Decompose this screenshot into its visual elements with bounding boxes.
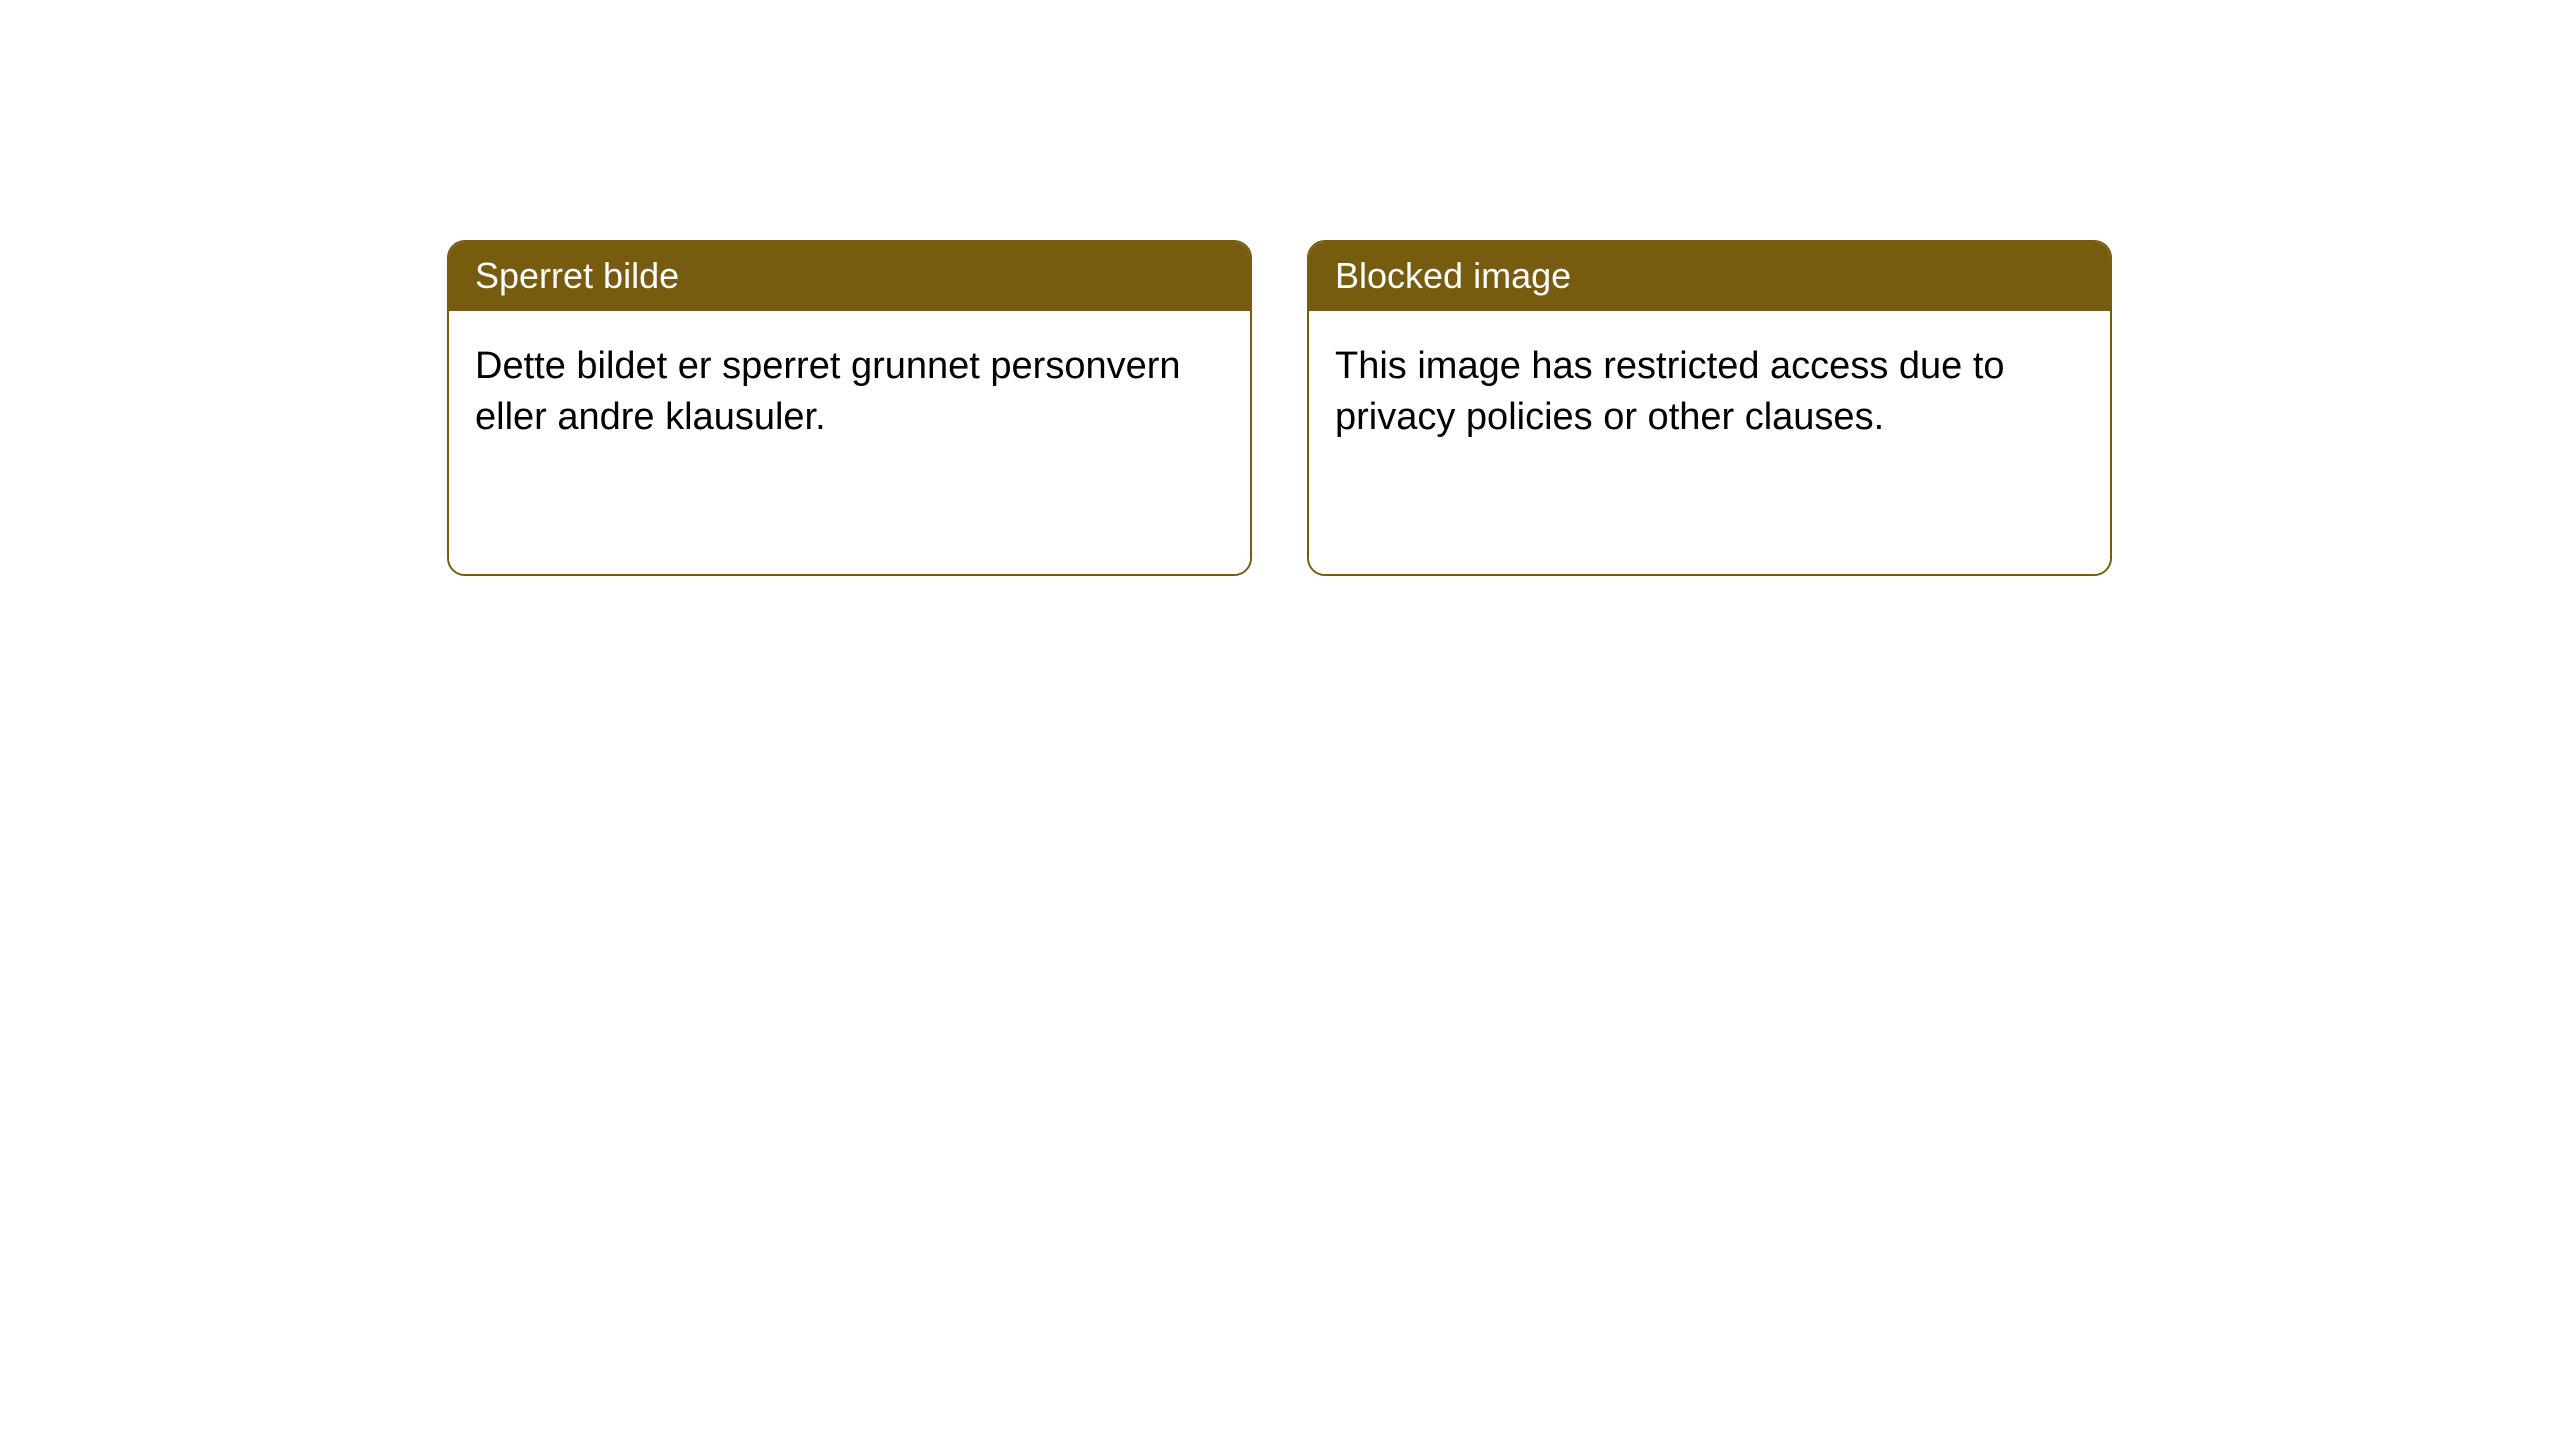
notice-card-english: Blocked image This image has restricted …: [1307, 240, 2112, 576]
card-header: Sperret bilde: [449, 242, 1250, 311]
notice-card-norwegian: Sperret bilde Dette bildet er sperret gr…: [447, 240, 1252, 576]
notice-container: Sperret bilde Dette bildet er sperret gr…: [447, 240, 2112, 576]
card-body: This image has restricted access due to …: [1309, 311, 2110, 574]
card-header: Blocked image: [1309, 242, 2110, 311]
card-body: Dette bildet er sperret grunnet personve…: [449, 311, 1250, 574]
